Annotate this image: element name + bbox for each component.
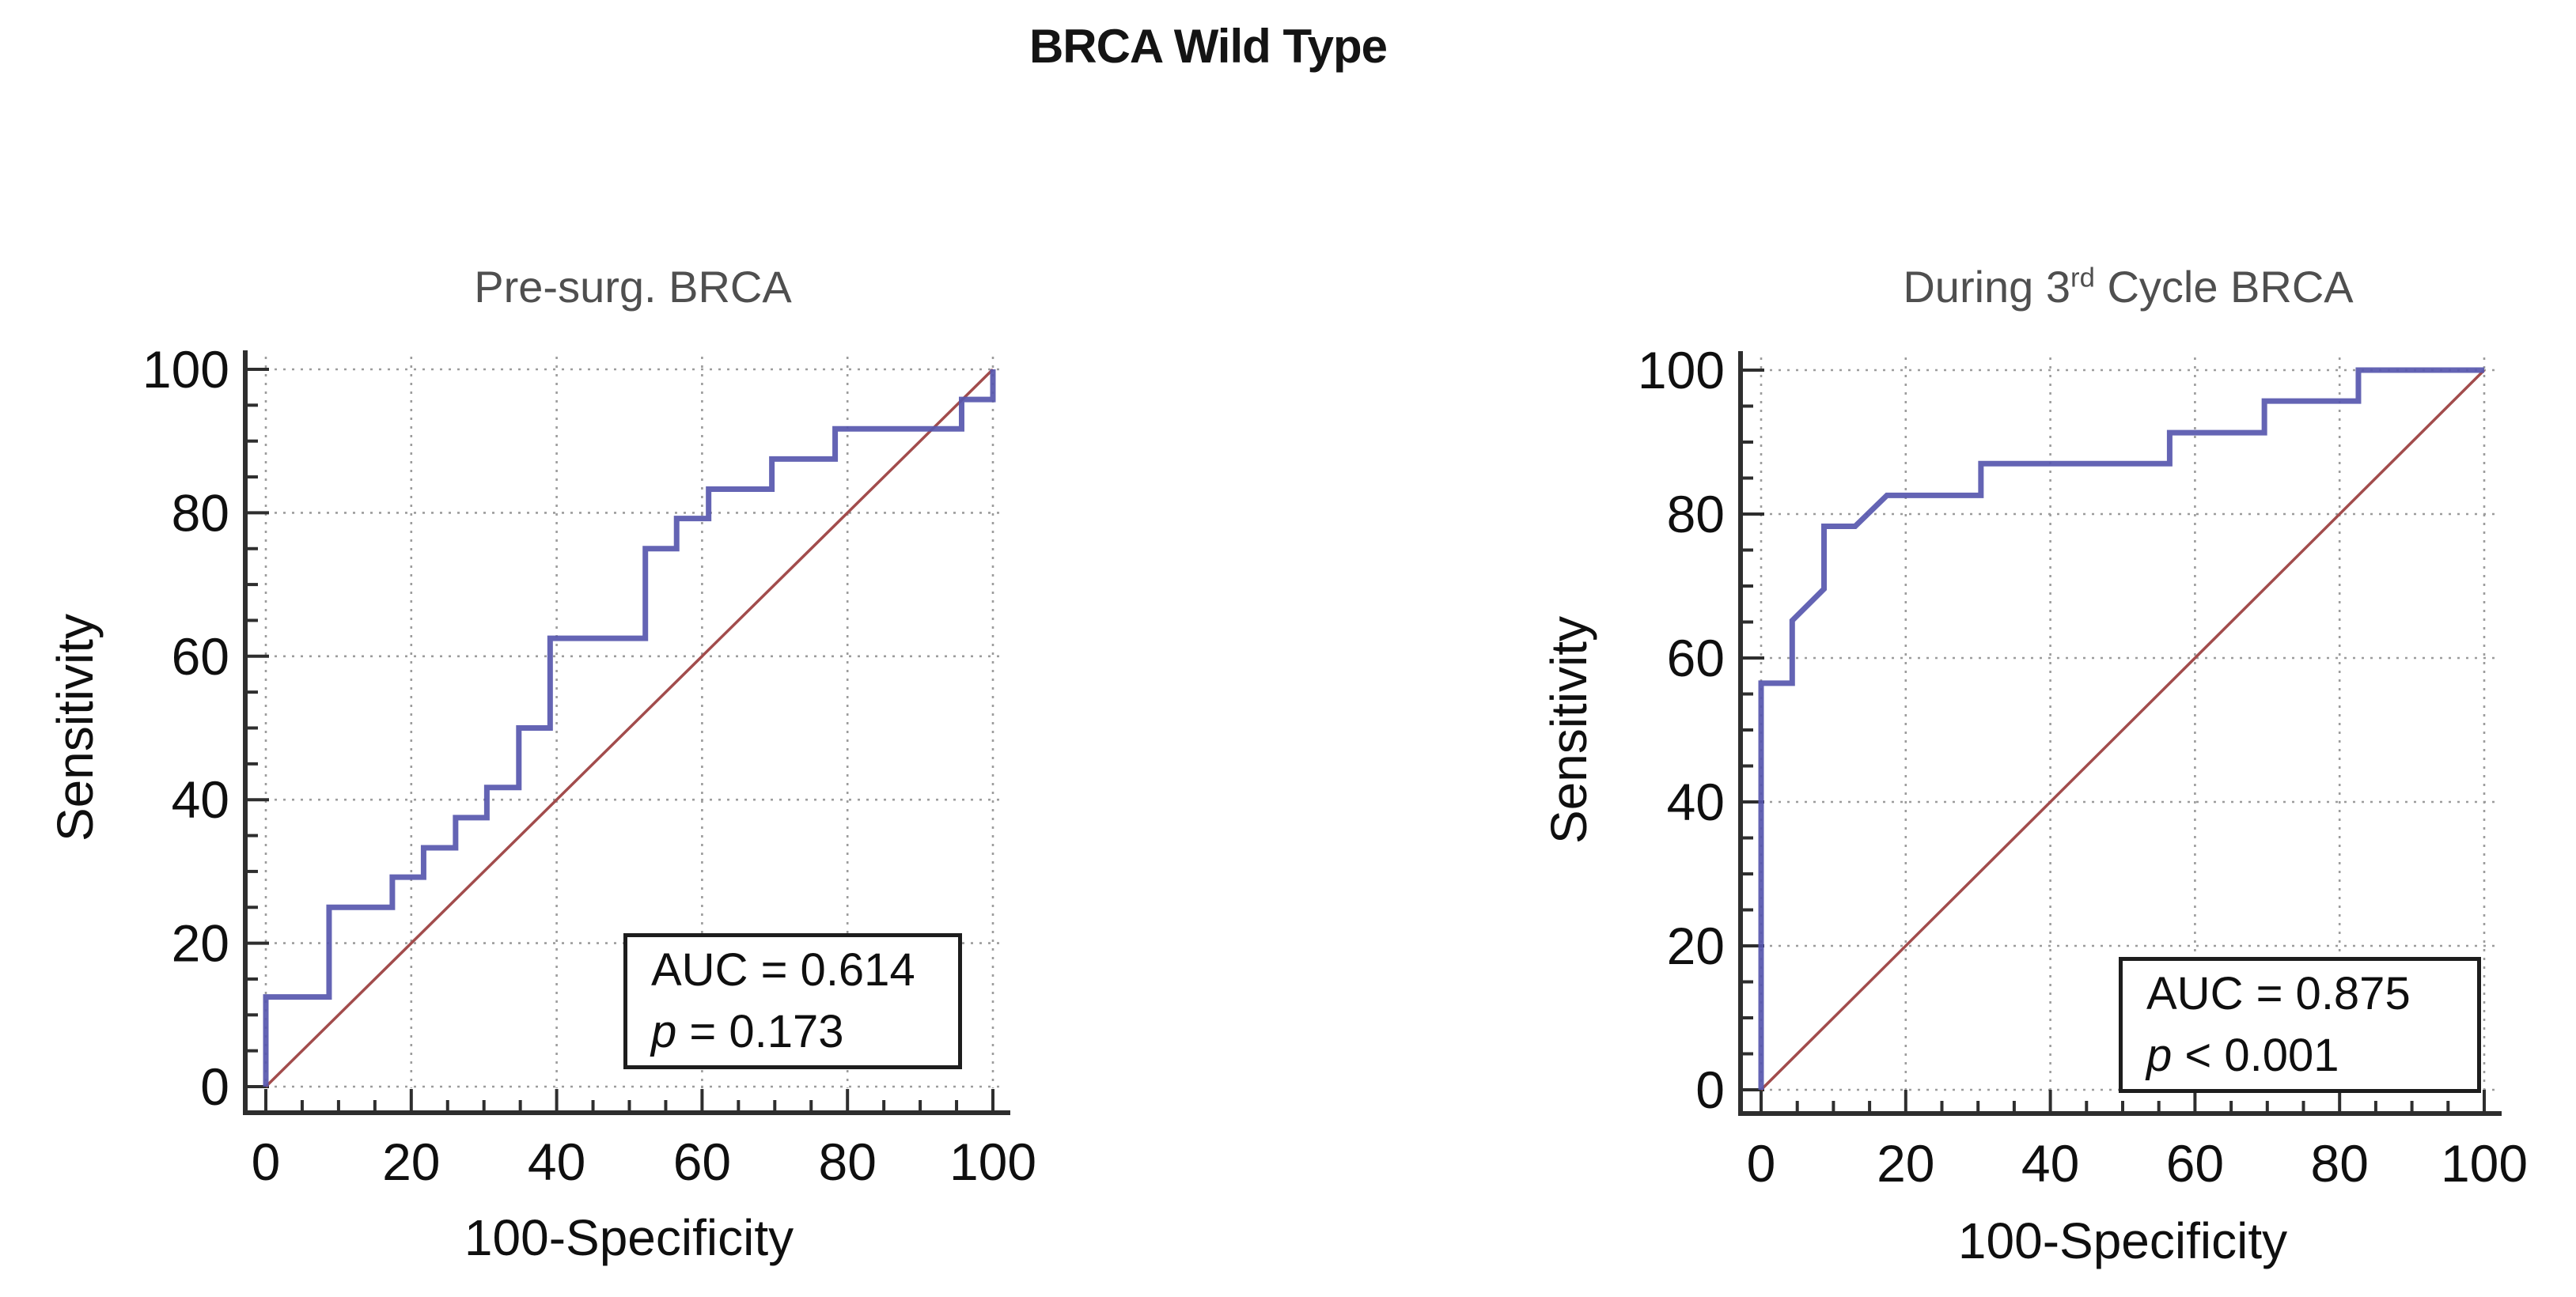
x-tick-label: 40 [2021,1134,2079,1193]
y-tick-label: 60 [1667,629,1725,687]
x-tick-label: 20 [382,1133,440,1191]
right-chart-title-suffix: Cycle BRCA [2094,262,2354,312]
right-auc-value: AUC = 0.875 [2146,968,2411,1020]
y-tick-label: 40 [1667,773,1725,831]
right-p-rest: < 0.001 [2172,1030,2339,1081]
left-auc-box: AUC = 0.614 p = 0.173 [623,933,962,1069]
left-auc-value: AUC = 0.614 [651,944,915,996]
right-p-symbol: p [2146,1030,2173,1081]
y-tick-label: 40 [172,770,229,829]
right-x-axis-title: 100-Specificity [1957,1212,2288,1269]
figure-title: BRCA Wild Type [1029,20,1388,73]
y-tick-label: 100 [1638,341,1725,399]
reference-diagonal-line [264,368,994,1088]
roc-curve [1758,367,2484,1090]
left-x-axis-title: 100-Specificity [464,1209,794,1266]
right-auc-box: AUC = 0.875 p < 0.001 [2119,957,2481,1093]
x-tick-label: 20 [1877,1134,1934,1193]
right-chart-title-sup: rd [2070,263,2095,293]
y-tick-label: 60 [172,627,229,686]
left-chart-title-text: Pre-surg. BRCA [474,262,792,312]
y-tick-label: 80 [172,483,229,542]
right-chart-title-text: During 3 [1903,262,2071,312]
y-tick-label: 20 [1667,917,1725,975]
x-tick-label: 80 [818,1133,876,1191]
reference-diagonal-line [1760,369,2486,1091]
y-tick-label: 20 [172,914,229,973]
x-tick-label: 60 [673,1133,731,1191]
left-chart-title: Pre-surg. BRCA [474,261,791,312]
left-p-value: p = 0.173 [651,1004,958,1060]
x-tick-label: 60 [2166,1134,2224,1193]
left-p-symbol: p [651,1006,677,1057]
y-tick-label: 80 [1667,485,1725,543]
x-tick-label: 80 [2310,1134,2368,1193]
x-tick-label: 40 [528,1133,585,1191]
x-tick-label: 100 [2441,1134,2528,1193]
y-tick-label: 0 [1695,1061,1725,1119]
x-tick-label: 100 [949,1133,1036,1191]
right-p-value: p < 0.001 [2146,1028,2477,1083]
right-chart-title: During 3rd Cycle BRCA [1903,261,2353,312]
left-p-rest: = 0.173 [676,1006,844,1057]
left-y-axis-title: Sensitivity [47,613,104,842]
x-tick-label: 0 [1747,1134,1776,1193]
right-y-axis-title: Sensitivity [1540,615,1597,845]
y-tick-label: 100 [142,340,229,399]
x-tick-label: 0 [252,1133,281,1191]
roc-curve [263,369,996,1087]
y-tick-label: 0 [200,1057,229,1116]
